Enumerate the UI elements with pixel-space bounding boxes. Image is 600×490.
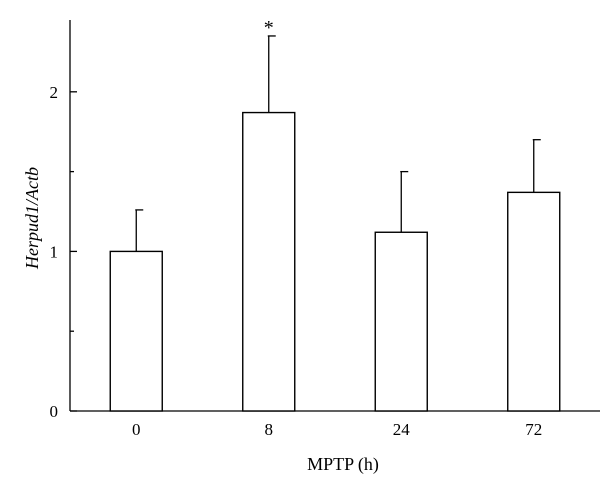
significance-marker: *: [264, 17, 274, 39]
y-tick-label: 1: [50, 242, 59, 261]
x-axis-ticks: 0 8 24 72: [132, 404, 542, 439]
x-tick-label: 24: [393, 420, 411, 439]
bar: [507, 191, 561, 412]
bars: [109, 111, 561, 412]
bar-annotations: *: [264, 17, 274, 39]
bar: [109, 250, 163, 412]
error-bars: [135, 35, 541, 252]
bar: [242, 111, 296, 412]
y-tick-label: 0: [50, 402, 59, 421]
x-tick-label: 0: [132, 420, 141, 439]
x-tick-label: 72: [525, 420, 542, 439]
plot-area: 0 1 2 0 8 24 72 *: [50, 17, 600, 439]
bar: [374, 231, 428, 412]
y-axis-ticks: 0 1 2: [50, 83, 77, 421]
x-axis-label: MPTP (h): [307, 454, 379, 475]
x-tick-label: 8: [265, 420, 274, 439]
y-tick-label: 2: [50, 83, 59, 102]
y-axis-label: Herpud1/Actb: [22, 167, 42, 270]
